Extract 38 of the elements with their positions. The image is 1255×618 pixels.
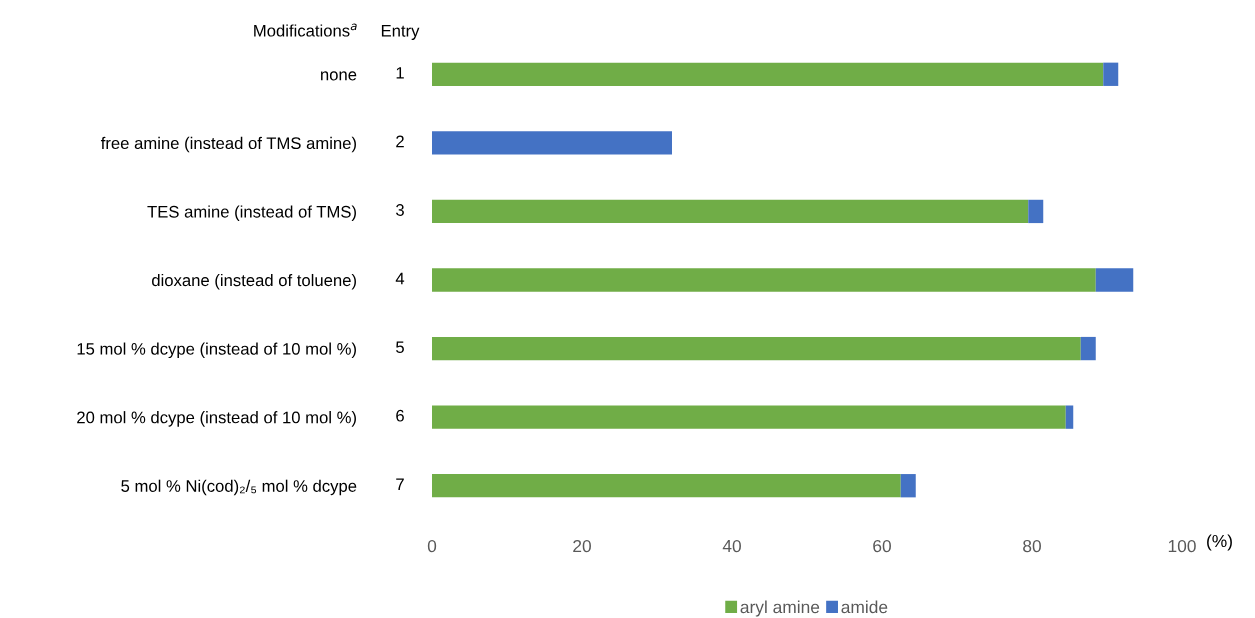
- legend-label: aryl amine: [740, 600, 820, 617]
- x-tick-label: 60: [873, 539, 891, 553]
- text: 7: [396, 478, 404, 491]
- text: 4: [395, 272, 405, 285]
- bar: [432, 336, 1081, 361]
- x-tick-label: 100: [1168, 539, 1196, 553]
- x-tick-label: 40: [722, 539, 741, 553]
- x-tick-label: 80: [1023, 539, 1041, 553]
- text: 3: [396, 204, 404, 216]
- bar: [1103, 62, 1119, 86]
- text: 5: [396, 341, 404, 354]
- x-axis-title: (%): [1207, 534, 1232, 551]
- bar: [432, 405, 1066, 429]
- y-tick-label: 15 mol % dcype (instead of 10 mol %): [77, 342, 356, 359]
- bar: [1065, 405, 1074, 429]
- text: 1: [396, 67, 404, 79]
- legend-label: amide: [841, 600, 888, 614]
- bar: [432, 474, 901, 498]
- text: 6: [396, 409, 404, 422]
- x-tick-label: 0: [427, 539, 437, 553]
- y-tick-label: 20 mol % dcype (instead of 10 mol %): [77, 411, 356, 427]
- text: 2: [396, 135, 404, 148]
- text: Entry: [381, 25, 420, 40]
- y-tick-label: 5 mol % Ni(cod)₂/₅ mol % dcype: [121, 479, 357, 496]
- y-tick-label: TES amine (instead of TMS): [147, 205, 356, 221]
- bar: [1028, 199, 1044, 224]
- bar: [432, 268, 1096, 292]
- bar: [1080, 336, 1096, 361]
- x-tick-label: 20: [573, 539, 591, 553]
- bar: [900, 474, 916, 498]
- y-tick-label: none: [321, 71, 357, 81]
- y-axis-title: Modifications$^{a}$: [254, 23, 357, 37]
- bar: [1095, 268, 1134, 292]
- bar: [432, 199, 1029, 224]
- bar: [432, 131, 672, 155]
- y-tick-label: dioxane (instead of toluene): [152, 273, 356, 290]
- bar: [432, 62, 1104, 86]
- y-tick-label: free amine (instead of TMS amine): [100, 136, 356, 153]
